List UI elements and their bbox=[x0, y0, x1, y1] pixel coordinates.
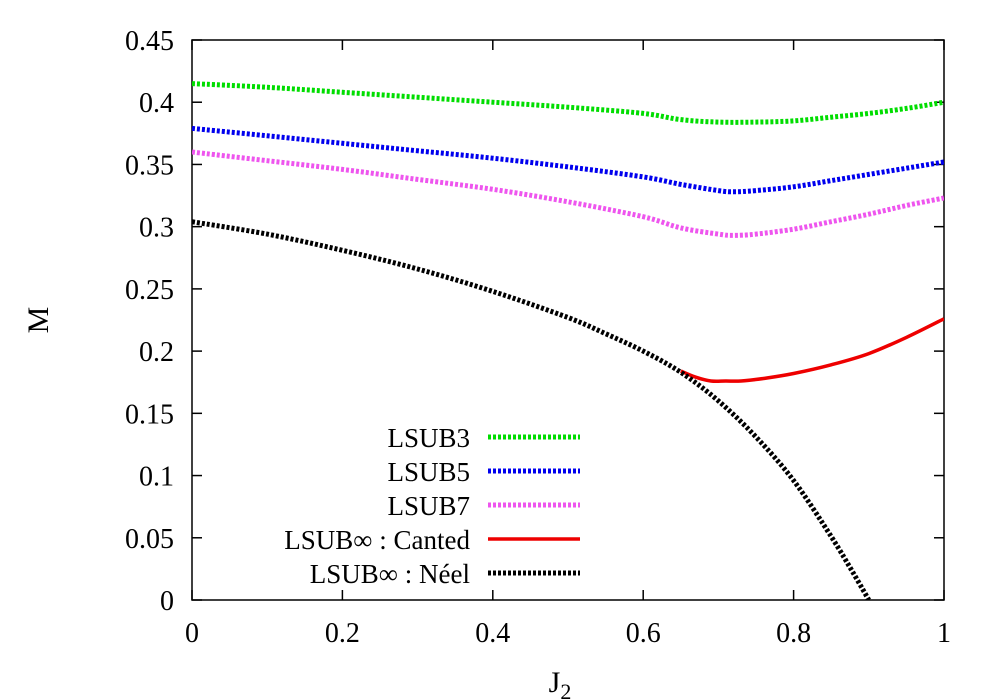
legend-label: LSUB3 bbox=[387, 423, 470, 453]
legend: LSUB3 LSUB5 LSUB7 LSUB∞ : Canted LSUB∞ : Née… bbox=[284, 423, 580, 589]
legend-label: LSUB∞ : Canted bbox=[284, 525, 470, 555]
y-tick-label: 0.35 bbox=[125, 150, 174, 181]
plot-frame bbox=[191, 39, 945, 601]
series-line-3 bbox=[192, 149, 944, 238]
y-tick-label: 0.15 bbox=[125, 399, 174, 430]
x-tick-label: 0.2 bbox=[325, 618, 360, 649]
legend-label: LSUB∞ : Néel bbox=[310, 559, 470, 589]
series-line-1 bbox=[192, 81, 944, 125]
y-tick-label: 0.25 bbox=[125, 275, 174, 306]
series-line-2 bbox=[192, 125, 944, 195]
y-tick-label: 0.4 bbox=[139, 88, 174, 119]
y-tick-label: 0.3 bbox=[139, 213, 174, 244]
x-axis-title: J2 bbox=[549, 666, 572, 700]
y-tick-label: 0.45 bbox=[125, 26, 174, 57]
y-tick-label: 0.2 bbox=[139, 337, 174, 368]
y-tick-label: 0.1 bbox=[139, 462, 174, 493]
series-line-4 bbox=[680, 317, 944, 384]
x-tick-label: 0.6 bbox=[626, 618, 661, 649]
x-axis-title-subscript: 2 bbox=[560, 679, 571, 700]
y-axis-title: M bbox=[22, 307, 55, 334]
y-tick-label: 0 bbox=[160, 586, 174, 617]
x-tick-label: 0.8 bbox=[776, 618, 811, 649]
x-axis-title-main: J bbox=[549, 666, 561, 699]
x-tick-label: 0.4 bbox=[475, 618, 510, 649]
legend-label: LSUB5 bbox=[387, 457, 470, 487]
axis-ticks: 0 0.2 0.4 0.6 0.8 1 0 0.05 0.1 0.15 0.2 0.25 0.3 0.35… bbox=[125, 26, 951, 649]
series-line-5 bbox=[192, 219, 871, 600]
legend-label: LSUB7 bbox=[387, 491, 470, 521]
x-tick-label: 0 bbox=[185, 618, 199, 649]
series-layer bbox=[192, 81, 944, 600]
x-tick-label: 1 bbox=[937, 618, 951, 649]
y-tick-label: 0.05 bbox=[125, 524, 174, 555]
